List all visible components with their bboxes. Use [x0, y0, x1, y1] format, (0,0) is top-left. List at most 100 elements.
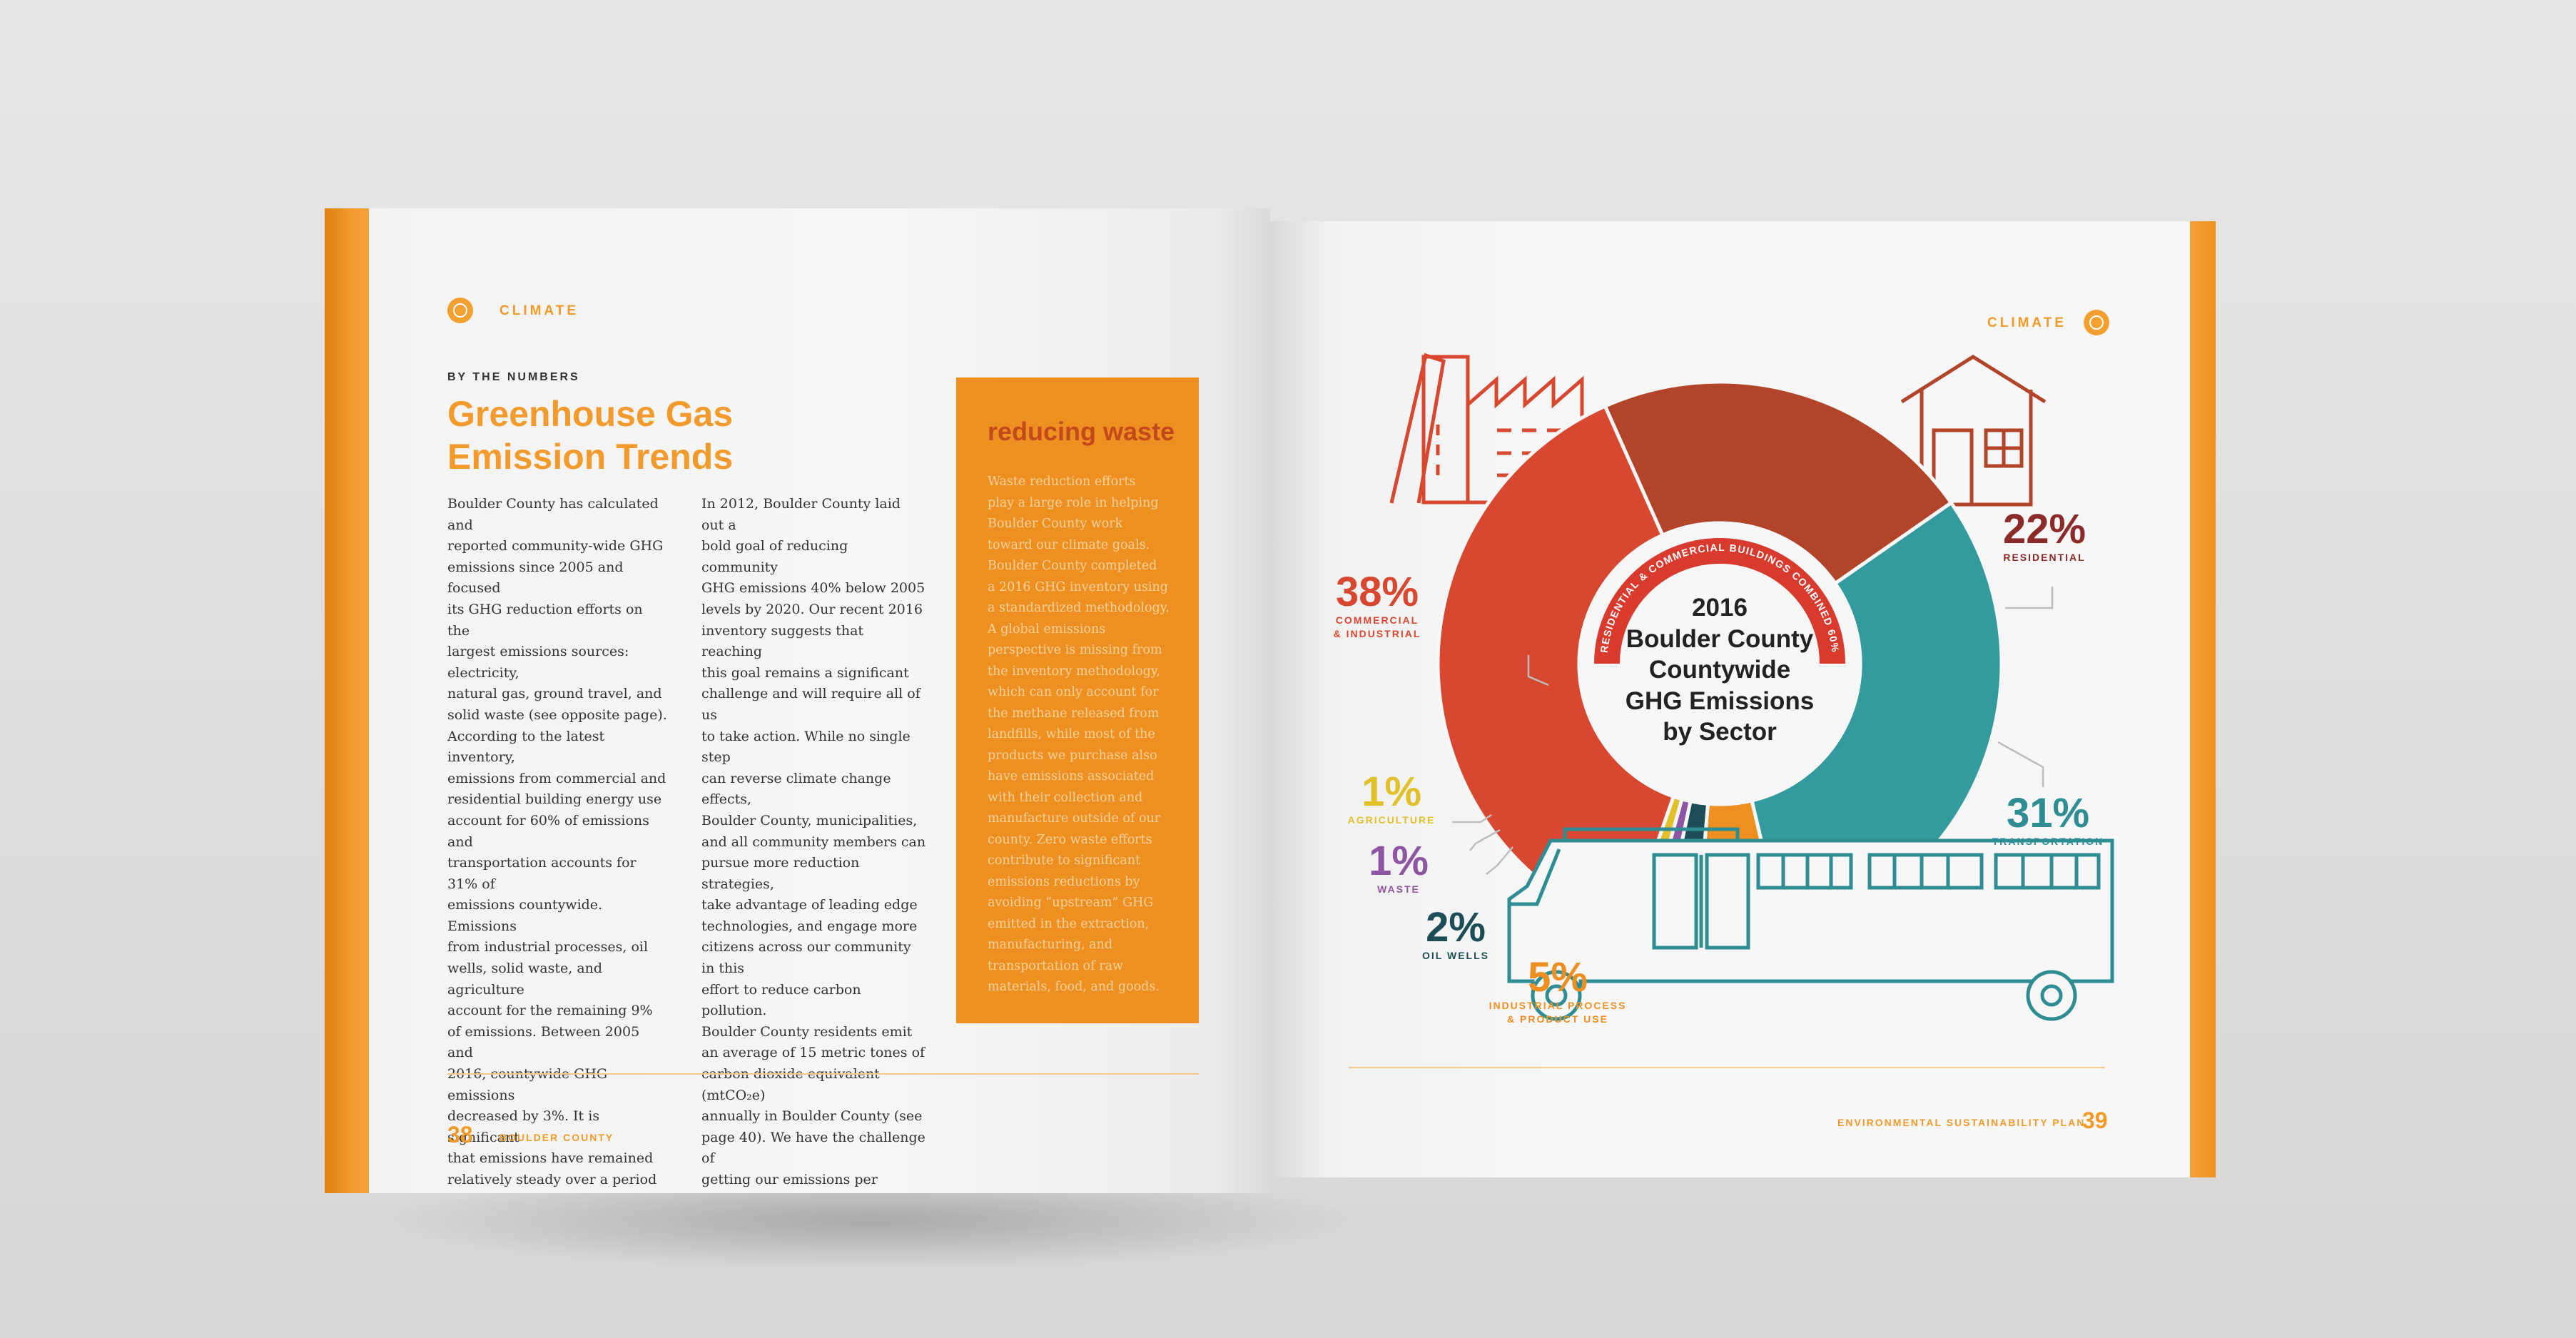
- text-line: carbon dioxide equivalent (mtCO₂e): [701, 1066, 880, 1103]
- text-line: According to the latest inventory,: [447, 728, 605, 766]
- chart-title: 2016 Boulder County Countywide GHG Emission…: [1609, 592, 1830, 748]
- label-transportation: 31% TRANSPORTATION: [1992, 790, 2104, 848]
- text-line: manufacture outside of our: [988, 811, 1161, 826]
- text-line: to take action. While no single step: [701, 728, 911, 766]
- page-number: 38: [447, 1122, 473, 1147]
- text-line: county. Zero waste efforts: [988, 832, 1152, 847]
- text-line: bold goal of reducing community: [701, 538, 848, 575]
- section-label: CLIMATE: [500, 303, 579, 318]
- text-line: with their collection and: [988, 790, 1143, 805]
- text-line: emissions reductions by: [988, 874, 1140, 889]
- text-line: of emissions. Between 2005 and: [447, 1023, 640, 1061]
- donut-hole: [1593, 537, 1846, 790]
- right-page: CLIMATE: [1270, 221, 2216, 1177]
- text-line: decreased by 3%. It is significant: [447, 1108, 600, 1145]
- text-line: toward our climate goals.: [988, 537, 1150, 552]
- label-oil-wells: 2% OIL WELLS: [1422, 904, 1489, 962]
- climate-icon: [447, 298, 473, 323]
- text-line: Boulder County, municipalities,: [701, 812, 918, 828]
- bus-icon: [1507, 827, 2114, 1021]
- text-line: Boulder County has calculated and: [447, 496, 659, 533]
- text-line: In 2012, Boulder County laid out a: [701, 496, 901, 533]
- climate-icon: [2084, 310, 2109, 335]
- text-line: an average of 15 metric tones of: [701, 1045, 926, 1061]
- text-line: its GHG reduction efforts on the: [447, 601, 643, 639]
- label-agriculture: 1% AGRICULTURE: [1347, 769, 1436, 826]
- ghg-chart: RESIDENTIAL & COMMERCIAL BUILDINGS COMBI…: [1389, 353, 2114, 1021]
- text-line: relatively steady over a period of: [447, 1172, 657, 1193]
- text-line: contribute to significant: [988, 853, 1141, 868]
- text-line: that emissions have remained: [447, 1150, 654, 1167]
- text-line: account for the remaining 9%: [447, 1003, 653, 1019]
- text-line: A global emissions: [988, 622, 1106, 637]
- left-page: CLIMATE BY THE NUMBERS Greenhouse Gas Em…: [325, 208, 1270, 1193]
- text-line: 2016, countywide GHG emissions: [447, 1066, 608, 1103]
- sidebar-text: Waste reduction efforts play a large role…: [988, 472, 1173, 998]
- house-icon: [1900, 355, 2047, 507]
- text-line: manufacturing, and: [988, 938, 1113, 952]
- sidebar-box: reducing waste Waste reduction efforts pl…: [956, 377, 1199, 1023]
- text-line: Boulder County residents emit: [701, 1023, 913, 1040]
- body-column-1: Boulder County has calculated and reporte…: [447, 494, 669, 1193]
- text-line: residential building energy use: [447, 791, 662, 808]
- left-page-edge: [325, 208, 369, 1193]
- text-line: emitted in the extraction,: [988, 916, 1150, 931]
- combined-ring-arc: [1594, 538, 1845, 664]
- label-waste: 1% WASTE: [1369, 838, 1429, 896]
- text-line: landfills, while most of the: [988, 727, 1155, 741]
- text-line: challenge and will require all of us: [701, 686, 921, 723]
- text-line: GHG emissions 40% below 2005: [701, 580, 926, 597]
- chart-title-line: GHG Emissions: [1625, 686, 1815, 715]
- donut-inner-gap: [1577, 521, 1862, 806]
- text-line: this goal remains a significant: [701, 664, 909, 681]
- text-line: the methane released from: [988, 706, 1160, 721]
- chart-title-line: by Sector: [1663, 718, 1777, 746]
- text-line: a standardized methodology.: [988, 601, 1170, 615]
- text-line: levels by 2020. Our recent 2016: [701, 601, 923, 617]
- text-line: emissions countywide. Emissions: [447, 897, 603, 934]
- text-line: Boulder County completed: [988, 559, 1157, 573]
- text-line: from industrial processes, oil: [447, 939, 649, 956]
- text-line: products we purchase also: [988, 748, 1157, 763]
- text-line: citizens across our community in this: [701, 939, 911, 977]
- text-line: take advantage of leading edge: [701, 897, 918, 913]
- chart-title-line: Countywide: [1648, 656, 1791, 684]
- body-column-2: In 2012, Boulder County laid out a bold g…: [701, 494, 926, 1193]
- footer-rule: [1349, 1067, 2105, 1068]
- text-line: which can only account for: [988, 685, 1159, 699]
- text-line: annually in Boulder County (see: [701, 1108, 923, 1125]
- right-page-edge: [2190, 221, 2216, 1177]
- text-line: avoiding “upstream” GHG: [988, 896, 1154, 910]
- text-line: can reverse climate change effects,: [701, 770, 891, 808]
- label-residential: 22% RESIDENTIAL: [2002, 506, 2086, 564]
- text-line: perspective is missing from: [988, 643, 1162, 657]
- text-line: natural gas, ground travel, and: [447, 686, 662, 702]
- donut-slices: [1436, 380, 2004, 948]
- text-line: largest emissions sources: electricity,: [447, 644, 629, 681]
- text-line: a 2016 GHG inventory using: [988, 579, 1168, 594]
- sidebar-title: reducing waste: [988, 417, 1175, 446]
- text-line: reported community-wide GHG: [447, 538, 664, 554]
- text-line: and all community members can: [701, 833, 926, 850]
- text-line: transportation accounts for 31% of: [447, 855, 637, 892]
- text-line: page 40). We have the challenge of: [701, 1129, 926, 1167]
- text-line: materials, food, and goods.: [988, 980, 1160, 994]
- text-line: emissions from commercial and: [447, 770, 666, 786]
- page-title: Greenhouse Gas Emission Trends: [447, 394, 734, 477]
- section-label: CLIMATE: [1987, 315, 2067, 330]
- text-line: inventory suggests that reaching: [701, 622, 864, 660]
- kicker: BY THE NUMBERS: [447, 371, 580, 383]
- text-line: getting our emissions per person per: [701, 1172, 878, 1193]
- footer-label: BOULDER COUNTY: [500, 1132, 614, 1143]
- text-line: Waste reduction efforts: [988, 475, 1136, 489]
- label-industrial-process: 5% INDUSTRIAL PROCESS & PRODUCT USE: [1489, 954, 1627, 1025]
- footer-label: ENVIRONMENTAL SUSTAINABILITY PLAN: [1837, 1117, 2086, 1128]
- text-line: technologies, and engage more: [701, 918, 918, 934]
- text-line: effort to reduce carbon pollution.: [701, 981, 861, 1019]
- text-line: account for 60% of emissions and: [447, 812, 649, 850]
- text-line: Boulder County work: [988, 517, 1123, 531]
- page-number: 39: [2082, 1108, 2108, 1133]
- text-line: have emissions associated: [988, 769, 1155, 784]
- text-line: solid waste (see opposite page).: [447, 706, 667, 723]
- chart-title-line: 2016: [1692, 594, 1748, 622]
